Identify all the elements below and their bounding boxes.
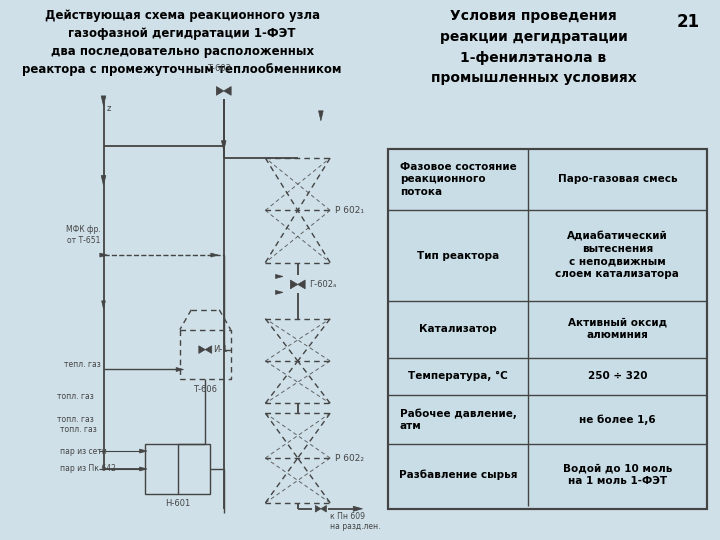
Text: Адиабатический
вытеснения
с неподвижным
слоем катализатора: Адиабатический вытеснения с неподвижным … (555, 232, 679, 279)
Text: Разбавление сырья: Разбавление сырья (399, 470, 518, 480)
Bar (180, 330, 230, 380)
Polygon shape (276, 291, 283, 294)
Text: Катализатор: Катализатор (419, 324, 497, 334)
Text: Действующая схема реакционного узла
газофазной дегидратации 1-ФЭТ
два последоват: Действующая схема реакционного узла газо… (22, 9, 342, 76)
Polygon shape (211, 253, 218, 257)
Text: топл. газ: топл. газ (60, 424, 96, 434)
Text: Температура, °С: Температура, °С (408, 372, 508, 381)
Text: МФК фр.
от Т-651: МФК фр. от Т-651 (66, 226, 101, 245)
Text: пар из сети: пар из сети (60, 447, 107, 456)
Text: к Пн 609
на разд.лен.: к Пн 609 на разд.лен. (330, 512, 381, 531)
Polygon shape (102, 176, 106, 185)
Polygon shape (140, 449, 147, 453)
Text: Р 602₂: Р 602₂ (335, 454, 364, 463)
Text: Т-606: Т-606 (193, 386, 217, 394)
Text: Рабочее давление,
атм: Рабочее давление, атм (400, 408, 517, 431)
Text: Фазовое состояние
реакционного
потока: Фазовое состояние реакционного потока (400, 162, 517, 197)
Polygon shape (298, 280, 305, 289)
Polygon shape (176, 368, 184, 372)
Text: z: z (107, 104, 111, 113)
Text: топл. газ: топл. газ (58, 392, 94, 401)
Text: Тип реактора: Тип реактора (417, 251, 500, 261)
Polygon shape (290, 280, 298, 289)
Polygon shape (199, 346, 205, 353)
Bar (388, 148, 706, 509)
Text: 21: 21 (677, 14, 700, 31)
Polygon shape (321, 505, 326, 512)
Text: топл. газ: топл. газ (58, 415, 94, 424)
Text: И-1: И-1 (212, 345, 228, 354)
Polygon shape (224, 86, 231, 95)
Text: пар из Пк 642: пар из Пк 642 (60, 464, 116, 474)
Bar (388, 148, 706, 509)
Text: Т-603: Т-603 (207, 64, 231, 73)
Text: Паро-газовая смесь: Паро-газовая смесь (557, 174, 677, 185)
Text: Н-601: Н-601 (165, 499, 190, 508)
Text: не более 1,6: не более 1,6 (579, 415, 656, 425)
Polygon shape (315, 505, 321, 512)
Polygon shape (216, 86, 224, 95)
Text: Условия проведения
реакции дегидратации
1-фенилэтанола в
промышленных условиях: Условия проведения реакции дегидратации … (431, 9, 636, 85)
Polygon shape (102, 96, 106, 106)
Polygon shape (354, 507, 362, 511)
Text: Активный оксид
алюминия: Активный оксид алюминия (568, 318, 667, 340)
Text: Г-602ₐ: Г-602ₐ (309, 280, 336, 289)
Polygon shape (205, 346, 212, 353)
Polygon shape (102, 301, 105, 309)
Polygon shape (318, 111, 323, 121)
Text: тепл. газ: тепл. газ (64, 360, 101, 369)
Polygon shape (222, 140, 226, 151)
Text: Р 602₁: Р 602₁ (335, 206, 364, 215)
Bar (145, 444, 210, 494)
Text: 250 ÷ 320: 250 ÷ 320 (588, 372, 647, 381)
Text: Водой до 10 моль
на 1 моль 1-ФЭТ: Водой до 10 моль на 1 моль 1-ФЭТ (562, 464, 672, 486)
Polygon shape (100, 253, 107, 257)
Polygon shape (140, 467, 147, 471)
Polygon shape (276, 274, 283, 279)
